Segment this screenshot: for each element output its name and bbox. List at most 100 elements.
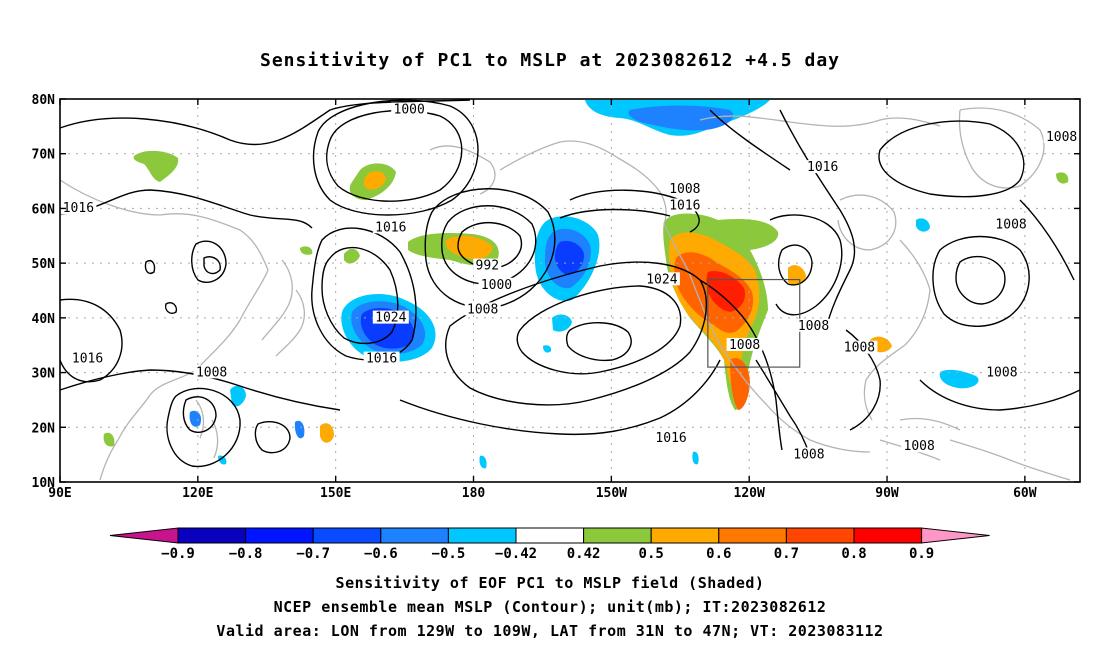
contour-west-lows-inner bbox=[203, 256, 221, 275]
lon-tick-label-3: 180 bbox=[462, 486, 486, 501]
contour-label-11: 1016 bbox=[669, 198, 700, 213]
contour-1016-big-high bbox=[445, 261, 707, 406]
contour-label-bg-11 bbox=[666, 198, 703, 212]
coast-east-na bbox=[863, 239, 931, 421]
lon-tick-label-6: 90W bbox=[875, 486, 899, 501]
shade-positive-small-2 bbox=[300, 246, 313, 255]
shade-positive-mexico bbox=[730, 358, 750, 410]
colorbar-label-10: 0.8 bbox=[841, 546, 866, 562]
contour-label-bg-18 bbox=[901, 439, 938, 453]
colorbar-swatch-8 bbox=[718, 527, 787, 544]
shade-positive-siberia-core bbox=[363, 171, 386, 190]
caption-line-1: Sensitivity of EOF PC1 to MSLP field (Sh… bbox=[335, 574, 765, 592]
contour-tropic-low-3 bbox=[166, 387, 241, 468]
coast-alaska bbox=[499, 140, 667, 225]
colorbar-under-triangle bbox=[109, 527, 179, 544]
contour-1008-mexico bbox=[755, 359, 811, 457]
contour-1008-canada bbox=[779, 109, 856, 331]
colorbar-label-6: 0.42 bbox=[567, 546, 601, 562]
contour-west-trough bbox=[59, 298, 123, 383]
shade-negative-east-1 bbox=[916, 218, 930, 232]
contour-label-2: 1016 bbox=[375, 220, 406, 235]
colorbar-label-5: −0.42 bbox=[495, 546, 537, 562]
contour-1008-hudson bbox=[878, 120, 1025, 198]
lon-tick-label-4: 150W bbox=[596, 486, 627, 501]
lat-tick-label-6: 20N bbox=[32, 421, 56, 436]
sensitivity-shading bbox=[103, 100, 1069, 469]
contour-1016-south bbox=[399, 359, 721, 436]
lat-tick-label-2: 60N bbox=[32, 202, 56, 217]
contour-1016-canada bbox=[709, 109, 791, 171]
contour-1016-gulf-alaska bbox=[559, 208, 671, 219]
contour-1024-high-w bbox=[321, 246, 399, 345]
contour-label-0: 1000 bbox=[394, 103, 425, 118]
contour-label-bg-14 bbox=[726, 337, 763, 351]
contour-label-6: 1024 bbox=[375, 311, 406, 326]
shade-negative-small-1 bbox=[552, 314, 572, 332]
coast-south-america bbox=[949, 439, 1071, 481]
lon-tick-label-5: 120W bbox=[734, 486, 765, 501]
contour-west-small-2 bbox=[164, 302, 178, 314]
contour-label-19: 1016 bbox=[807, 160, 838, 175]
shade-positive-aleutian-core bbox=[445, 235, 493, 260]
shade-positive-small-1 bbox=[344, 248, 360, 264]
contour-label-9: 1008 bbox=[196, 365, 227, 380]
contour-labels: 1000101610169921000100810241016101610081… bbox=[60, 102, 1080, 462]
colorbar-label-0: −0.9 bbox=[161, 546, 195, 562]
contour-label-4: 1000 bbox=[481, 278, 512, 293]
colorbar-label-2: −0.7 bbox=[296, 546, 330, 562]
contour-label-bg-20 bbox=[1043, 130, 1080, 144]
colorbar-over-triangle bbox=[921, 527, 990, 544]
coast-hudson bbox=[837, 194, 897, 251]
contour-label-20: 1008 bbox=[1046, 130, 1077, 145]
lat-tick-label-1: 70N bbox=[32, 148, 56, 163]
contour-label-22: 1008 bbox=[986, 365, 1017, 380]
contour-label-bg-10 bbox=[666, 182, 703, 196]
colorbar-swatch-7 bbox=[650, 527, 720, 544]
contour-label-1: 1016 bbox=[63, 201, 94, 216]
contour-label-bg-16 bbox=[841, 340, 878, 354]
caption-line-3: Valid area: LON from 129W to 109W, LAT f… bbox=[216, 622, 884, 640]
colorbar-swatch-10 bbox=[853, 527, 923, 544]
contour-label-bg-7 bbox=[363, 351, 400, 365]
lat-tick-label-5: 30N bbox=[32, 367, 56, 382]
contour-label-bg-1 bbox=[60, 201, 97, 215]
contour-label-bg-17 bbox=[790, 447, 827, 461]
colorbar: −0.9 −0.8 −0.7 −0.6 −0.5 −0.42 0.42 0.5 0.6 0.7 0.… bbox=[109, 527, 990, 562]
contour-west-lows bbox=[191, 240, 227, 283]
contour-1008-atlantic-inner bbox=[955, 255, 1006, 305]
contour-label-16: 1008 bbox=[844, 341, 875, 356]
shade-positive-central-us bbox=[788, 265, 806, 286]
shade-negative-gulf-alaska-max bbox=[554, 240, 585, 275]
shade-negative-tropic-2 bbox=[189, 410, 202, 427]
contour-tropic-low-1 bbox=[182, 396, 217, 434]
contour-label-bg-5 bbox=[464, 302, 501, 316]
colorbar-label-1: −0.8 bbox=[229, 546, 263, 562]
lon-tick-label-7: 60W bbox=[1013, 486, 1037, 501]
contour-label-bg-8 bbox=[69, 351, 106, 365]
coast-bering bbox=[429, 145, 496, 195]
contour-label-bg-22 bbox=[983, 365, 1020, 379]
shade-negative-tropic-6 bbox=[218, 455, 227, 465]
colorbar-swatch-0 bbox=[177, 527, 247, 544]
contour-label-5: 1008 bbox=[467, 302, 498, 317]
colorbar-label-11: 0.9 bbox=[909, 546, 934, 562]
contour-label-18: 1008 bbox=[904, 439, 935, 454]
contour-1008-low bbox=[424, 188, 556, 309]
contour-label-bg-21 bbox=[993, 217, 1030, 231]
coast-east-asia bbox=[59, 179, 269, 481]
lat-tick-label-0: 80N bbox=[32, 93, 56, 108]
shade-positive-tropic-2 bbox=[103, 432, 115, 447]
contour-1000-siberia bbox=[326, 109, 463, 202]
contour-label-bg-15 bbox=[795, 318, 832, 332]
contour-label-7: 1016 bbox=[366, 352, 397, 367]
coast-greenland bbox=[958, 107, 1045, 189]
colorbar-label-9: 0.7 bbox=[774, 546, 799, 562]
lat-tick-label-3: 50N bbox=[32, 257, 56, 272]
shade-negative-tropic-3 bbox=[294, 420, 305, 439]
contour-west-small bbox=[144, 260, 156, 274]
contour-1024-big-high bbox=[516, 285, 682, 375]
caption-line-2: NCEP ensemble mean MSLP (Contour); unit(… bbox=[273, 598, 827, 616]
contour-tropic-low-2 bbox=[254, 420, 291, 454]
colorbar-swatch-5 bbox=[515, 527, 585, 544]
